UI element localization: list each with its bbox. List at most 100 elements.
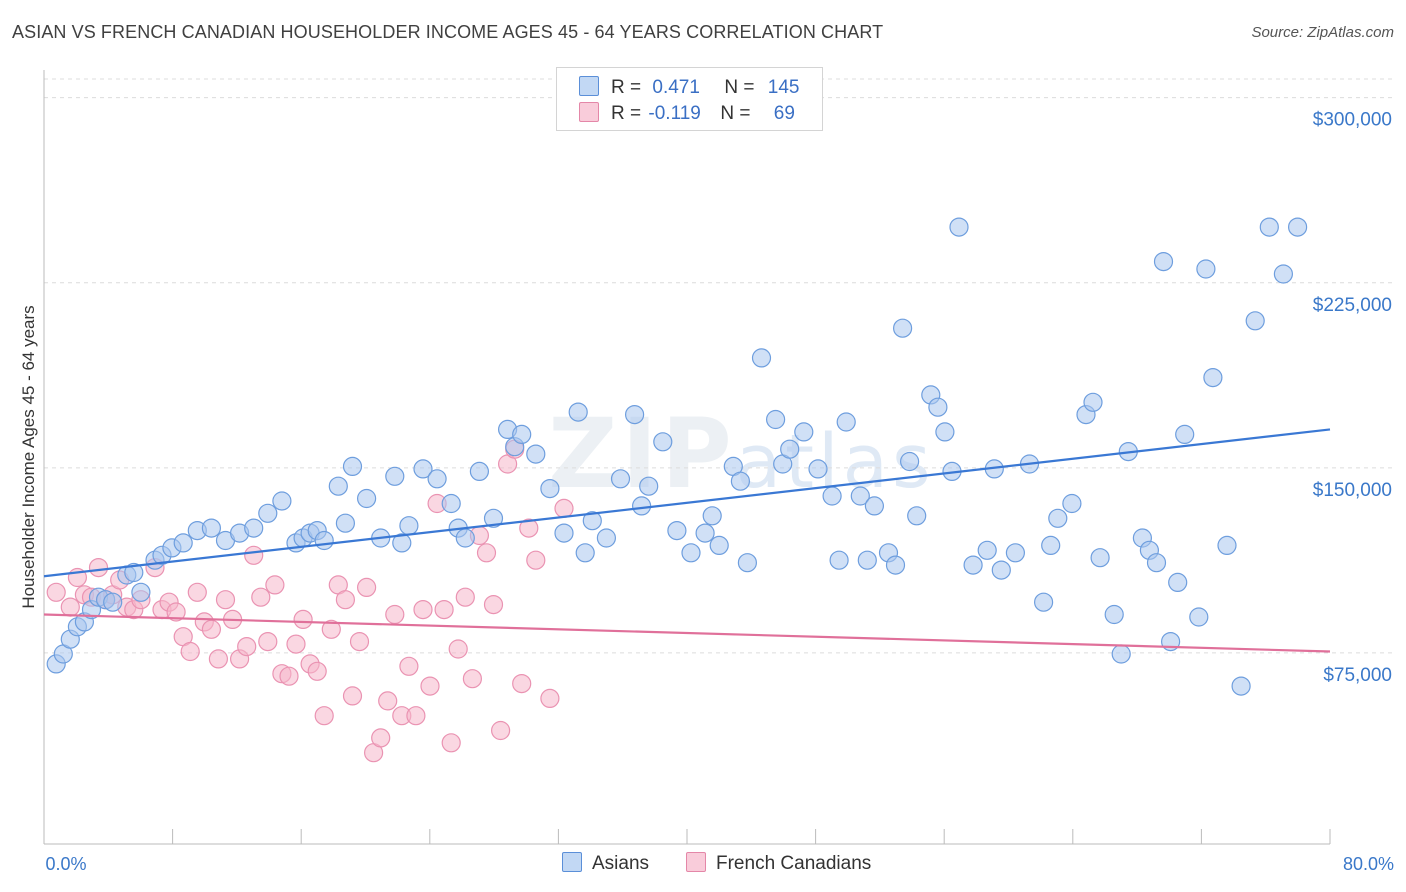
asians-point: [1033, 592, 1054, 612]
asians-point: [1083, 392, 1103, 412]
asians-point: [864, 496, 885, 516]
asians-point: [624, 405, 645, 425]
asians-point: [808, 459, 828, 479]
asians-point: [201, 518, 221, 538]
french-canadians-point: [483, 594, 504, 615]
french-canadians-point: [357, 577, 377, 598]
x-tick-label-max: 80.0%: [1343, 854, 1394, 874]
asians-point: [1259, 217, 1279, 237]
asians-point: [1146, 553, 1167, 573]
french-canadians-point: [208, 649, 228, 669]
french-canadians-point: [519, 518, 539, 538]
french-canadians-point: [251, 587, 271, 607]
french-canadians-point: [462, 669, 482, 689]
asians-point: [695, 523, 715, 543]
asians-point: [173, 533, 193, 553]
asians-point: [469, 461, 489, 481]
french-canadians-point: [314, 706, 334, 726]
asians-point: [582, 511, 602, 531]
asians-point: [1048, 508, 1068, 528]
french-canadians-legend-swatch: [686, 852, 706, 872]
french-canadians-point: [201, 619, 221, 639]
asians-point: [342, 456, 363, 476]
asians-point: [1203, 368, 1223, 388]
asians-point: [610, 469, 631, 489]
gridlines: [44, 78, 1392, 654]
asians-point: [392, 533, 412, 553]
asians-point: [272, 491, 292, 511]
asians-point: [568, 402, 588, 422]
asians-point: [631, 496, 652, 516]
chart-title: ASIAN VS FRENCH CANADIAN HOUSEHOLDER INC…: [12, 22, 884, 42]
asians-point: [427, 469, 447, 489]
french-canadians-point: [321, 619, 341, 639]
french-canadians-point: [279, 666, 299, 686]
axes: [43, 70, 1330, 845]
asians-point: [667, 520, 687, 541]
asians-point: [907, 506, 927, 526]
asians-point: [385, 466, 405, 486]
french-canadians-point: [399, 656, 419, 676]
asians-point: [737, 553, 758, 573]
y-tick-label: $300,000: [1313, 110, 1392, 131]
asians-point: [1245, 311, 1265, 331]
n-label: N =: [720, 103, 751, 124]
asians-point: [1062, 493, 1082, 514]
asians-point: [314, 530, 334, 551]
asians-point: [709, 535, 729, 556]
asians-point: [399, 516, 419, 536]
asians-point: [1041, 535, 1061, 556]
asians-point: [1287, 217, 1308, 237]
asians-point: [441, 493, 461, 514]
legend-row-asians: R = 0.471 N = 145: [579, 76, 799, 102]
french-canadians-points: [46, 439, 574, 763]
asians-legend-swatch: [562, 852, 582, 872]
asians-point: [751, 348, 772, 368]
asians-point: [1090, 548, 1110, 568]
source-label: Source: ZipAtlas.com: [1251, 24, 1394, 41]
french-canadians-point: [335, 590, 355, 610]
asians-point: [850, 486, 870, 506]
y-tick-label: $225,000: [1313, 295, 1392, 316]
asians-point: [258, 503, 278, 523]
french-canadians-point: [526, 550, 546, 570]
asians-point: [244, 518, 264, 538]
asians-point: [653, 432, 673, 452]
french-canadians-point: [420, 676, 440, 696]
french-canadians-point: [476, 543, 497, 563]
y-tick-label: $75,000: [1323, 665, 1392, 686]
french-canadians-point: [342, 686, 363, 706]
asians-point: [540, 479, 560, 499]
french-canadians-point: [491, 720, 511, 741]
asians-point: [765, 409, 786, 430]
asians-point: [512, 424, 532, 444]
legend-row-french-canadians: R = -0.119 N = 69: [579, 102, 795, 128]
asians-point: [794, 422, 814, 442]
asians-point: [328, 476, 348, 496]
trend-lines: [43, 428, 1331, 653]
french-canadians-point: [554, 498, 574, 518]
french-canadians-point: [371, 728, 391, 748]
asians-point: [1196, 259, 1216, 279]
correlation-legend: R = 0.471 N = 145 R = -0.119 N = 69: [556, 67, 823, 131]
y-tick-label: $150,000: [1313, 480, 1392, 501]
asians-point: [963, 555, 983, 575]
y-axis-label: Householder Income Ages 45 - 64 years: [19, 305, 38, 608]
asians-point: [899, 451, 920, 472]
french-canadians-trend-line: [43, 613, 1331, 653]
french-canadians-point: [406, 706, 426, 726]
asians-point: [702, 506, 722, 526]
asians-point: [357, 488, 377, 509]
french-canadians-point: [166, 602, 186, 622]
n-value: 145: [767, 77, 800, 98]
asians-point: [928, 397, 948, 417]
asians-point: [413, 459, 433, 479]
asians-point: [575, 543, 595, 563]
asians-point: [977, 540, 997, 560]
asians-point: [836, 412, 856, 432]
french-canadians-point: [187, 582, 207, 602]
french-canadians-point: [180, 641, 200, 662]
asians-point: [1175, 424, 1195, 444]
asians-point: [935, 422, 955, 442]
french-canadians-point: [434, 599, 454, 620]
